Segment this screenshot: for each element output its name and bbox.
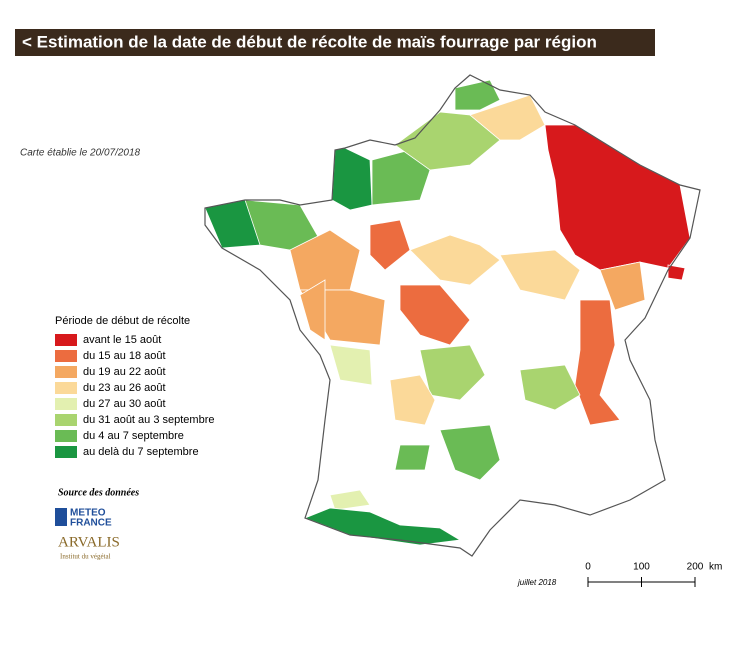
legend-label: au delà du 7 septembre xyxy=(83,446,199,458)
map-date: juillet 2018 xyxy=(517,578,557,587)
legend-swatch xyxy=(55,414,77,426)
region xyxy=(439,424,501,481)
regions xyxy=(204,79,691,546)
legend-label: du 23 au 26 août xyxy=(83,382,166,394)
arvalis-logo: ARVALIS xyxy=(58,534,120,550)
source-title: Source des données xyxy=(58,487,139,498)
region xyxy=(389,374,436,426)
title-bar xyxy=(15,29,655,56)
scale-bar: 0 100 200 km xyxy=(585,562,722,587)
region xyxy=(329,489,371,511)
region xyxy=(454,79,501,111)
region xyxy=(519,364,581,411)
scale-label: 0 xyxy=(585,562,591,573)
legend-swatch xyxy=(55,430,77,442)
legend-swatch xyxy=(55,446,77,458)
region xyxy=(329,344,373,386)
region xyxy=(289,229,361,291)
legend-swatch xyxy=(55,398,77,410)
legend-swatch xyxy=(55,334,77,346)
region xyxy=(331,147,373,211)
scale-label: 100 xyxy=(633,562,650,573)
region xyxy=(419,344,486,401)
arvalis-sub: Institut du végétal xyxy=(60,553,111,561)
scale-unit: km xyxy=(709,562,722,573)
legend: avant le 15 août du 15 au 18 août du 19 au… xyxy=(55,334,214,458)
legend-label: du 31 août au 3 septembre xyxy=(83,414,214,426)
date-note: Carte établie le 20/07/2018 xyxy=(20,148,141,159)
meteo-logo-mark xyxy=(55,508,67,526)
region xyxy=(303,507,462,546)
legend-swatch xyxy=(55,350,77,362)
legend-label: du 19 au 22 août xyxy=(83,366,166,378)
region xyxy=(299,279,326,341)
region xyxy=(369,219,411,271)
region xyxy=(544,124,691,271)
legend-label: du 27 au 30 août xyxy=(83,398,166,410)
legend-label: du 4 au 7 septembre xyxy=(83,430,184,442)
region xyxy=(399,284,471,346)
region xyxy=(469,94,546,141)
title: < Estimation de la date de début de réco… xyxy=(22,32,597,51)
legend-swatch xyxy=(55,382,77,394)
legend-swatch xyxy=(55,366,77,378)
legend-label: avant le 15 août xyxy=(83,334,161,346)
meteo-logo: METEO xyxy=(70,508,106,519)
legend-label: du 15 au 18 août xyxy=(83,350,166,362)
region xyxy=(394,444,431,471)
meteo-logo: FRANCE xyxy=(70,518,112,529)
france-outline xyxy=(204,74,701,557)
scale-label: 200 xyxy=(687,562,704,573)
region xyxy=(574,299,621,426)
region xyxy=(499,249,581,301)
region xyxy=(599,261,646,311)
region xyxy=(667,264,686,281)
region xyxy=(409,234,501,286)
legend-title: Période de début de récolte xyxy=(55,315,190,327)
